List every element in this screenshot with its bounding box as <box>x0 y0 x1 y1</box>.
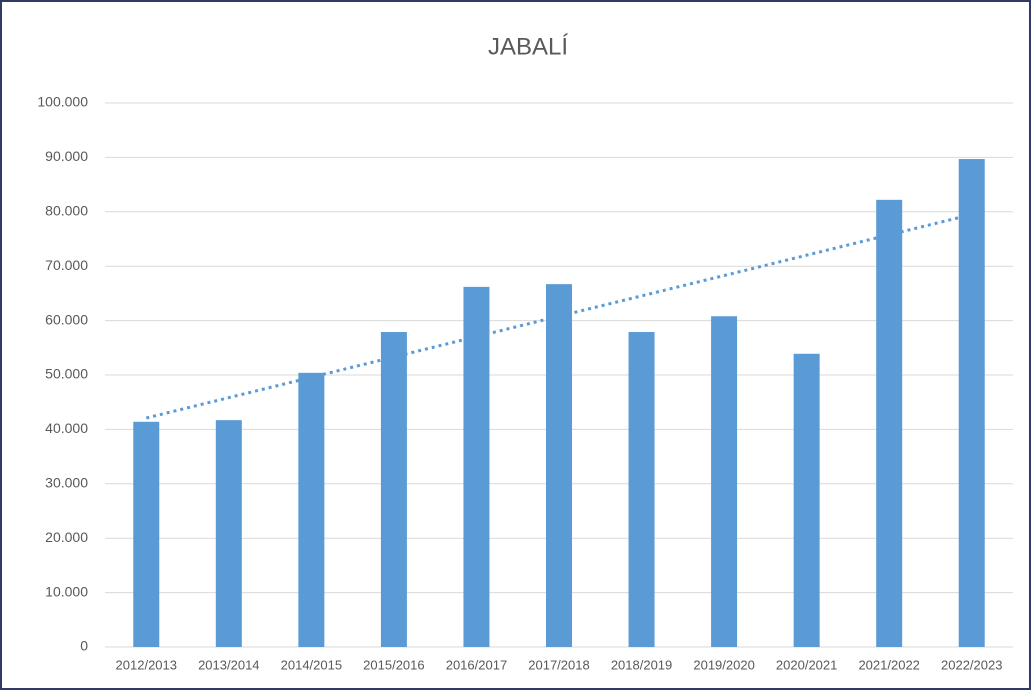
x-tick-label: 2014/2015 <box>281 657 342 672</box>
x-tick-label: 2015/2016 <box>363 657 424 672</box>
x-tick-label: 2017/2018 <box>528 657 589 672</box>
trendline <box>145 213 973 420</box>
chart-title: JABALÍ <box>488 33 568 60</box>
bar <box>793 353 820 647</box>
y-tick-label: 40.000 <box>45 420 88 436</box>
bar <box>546 284 572 647</box>
bar <box>711 316 738 647</box>
bar <box>215 420 242 647</box>
y-tick-label: 70.000 <box>45 257 88 273</box>
x-tick-label: 2022/2023 <box>941 657 1002 672</box>
y-tick-label: 0 <box>80 638 88 654</box>
bar <box>958 159 985 648</box>
x-tick-label: 2013/2014 <box>198 657 259 672</box>
bar <box>628 332 655 647</box>
y-tick-label: 60.000 <box>45 311 88 327</box>
x-tick-label: 2020/2021 <box>776 657 837 672</box>
y-tick-label: 50.000 <box>45 366 88 382</box>
bar <box>876 199 903 647</box>
y-tick-label: 80.000 <box>45 203 88 219</box>
bar <box>463 286 490 647</box>
y-tick-label: 30.000 <box>45 475 88 491</box>
y-tick-label: 10.000 <box>45 583 88 599</box>
y-tick-label: 90.000 <box>45 148 88 164</box>
y-tick-label: 20.000 <box>45 529 88 545</box>
bar <box>298 372 325 647</box>
x-tick-label: 2018/2019 <box>611 657 672 672</box>
x-tick-label: 2016/2017 <box>446 657 507 672</box>
x-tick-label: 2012/2013 <box>116 657 177 672</box>
bar <box>380 332 407 647</box>
x-tick-label: 2021/2022 <box>858 657 919 672</box>
x-tick-label: 2019/2020 <box>693 657 754 672</box>
y-tick-label: 100.000 <box>37 94 88 110</box>
bar <box>133 421 160 647</box>
